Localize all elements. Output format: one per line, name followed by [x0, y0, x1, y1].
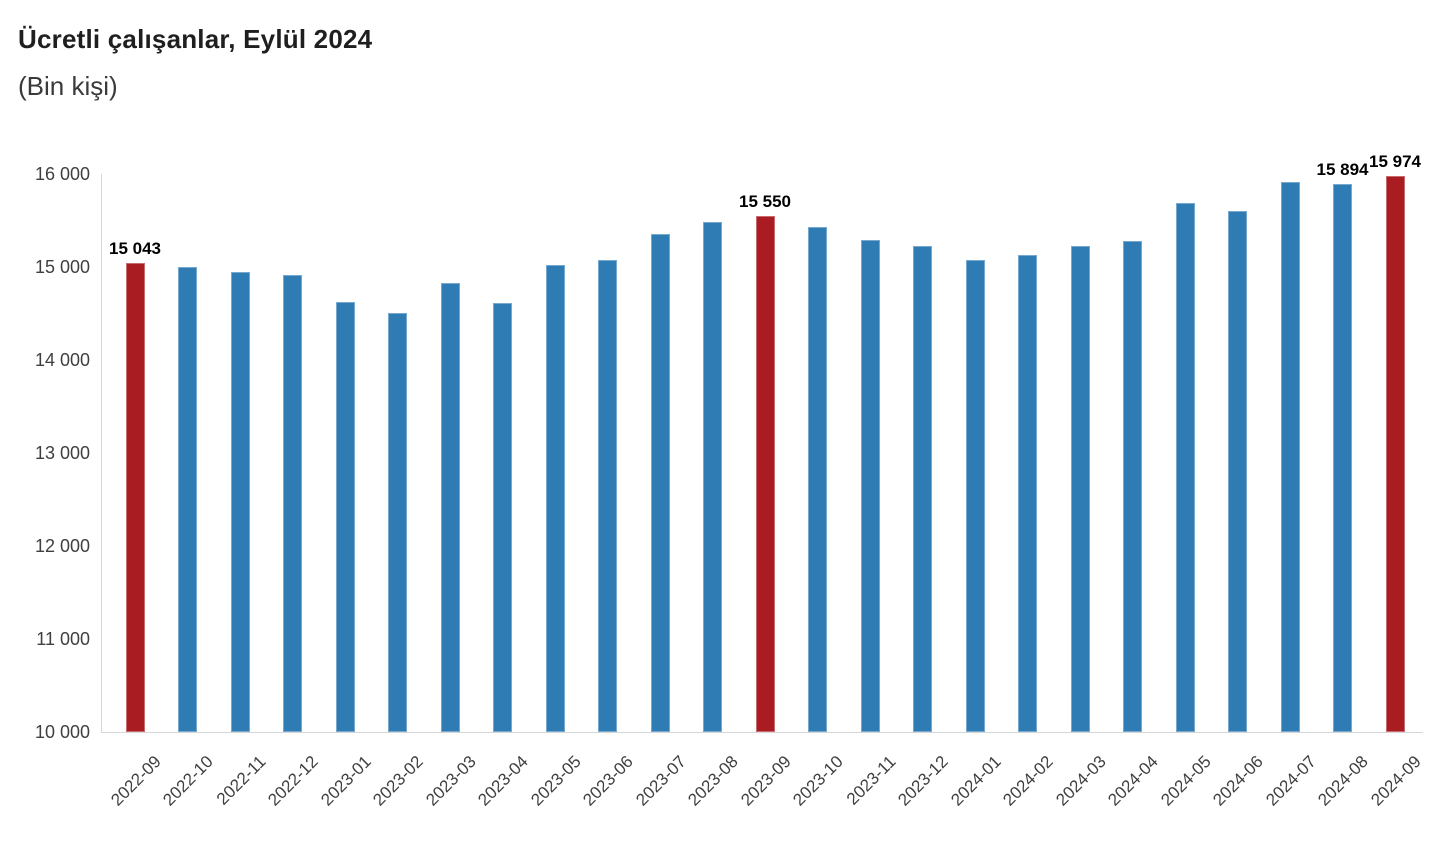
bar-2023-08 [703, 222, 722, 732]
bar-2024-09 [1385, 176, 1405, 732]
bar-2024-06 [1228, 211, 1247, 732]
bar-2023-09 [755, 215, 775, 732]
y-tick-label: 11 000 [36, 629, 90, 649]
x-tick-label: 2024-03 [1051, 752, 1110, 810]
y-tick-label: 14 000 [34, 350, 90, 370]
x-tick-label: 2022-11 [212, 752, 270, 809]
bar-2022-12 [283, 275, 302, 732]
bar-2022-11 [230, 271, 250, 732]
x-tick-label: 2022-12 [264, 752, 322, 810]
x-tick-label: 2024-07 [1261, 752, 1320, 810]
x-tick-label: 2022-10 [159, 752, 217, 810]
x-tick-label: 2023-05 [526, 752, 585, 810]
x-tick-label: 2023-03 [421, 752, 480, 810]
bar-2022-09 [125, 263, 145, 732]
x-tick-label: 2024-04 [1104, 752, 1162, 810]
x-tick-label: 2024-05 [1156, 752, 1215, 810]
y-tick-label: 15 000 [34, 257, 90, 277]
x-tick-label: 2023-08 [684, 752, 742, 810]
x-tick-label: 2023-07 [631, 752, 690, 810]
bar-2023-07 [650, 233, 670, 732]
data-label-2022-09: 15 043 [109, 239, 161, 258]
bar-2023-01 [335, 302, 355, 732]
x-tick-label: 2023-06 [579, 752, 637, 810]
x-tick-label: 2023-02 [369, 752, 427, 810]
bar-2023-06 [598, 260, 617, 732]
x-tick-label: 2022-09 [106, 752, 165, 810]
x-tick-label: 2024-01 [946, 752, 1005, 810]
x-tick-label: 2024-06 [1209, 752, 1267, 810]
x-tick-label: 2024-08 [1314, 752, 1372, 810]
bar-2024-08 [1333, 183, 1352, 732]
data-label-2024-09: 15 974 [1369, 152, 1421, 172]
y-axis-line [101, 174, 102, 732]
bar-2024-01 [965, 259, 985, 732]
x-tick-label: 2023-04 [474, 752, 532, 810]
bar-2024-07 [1280, 182, 1300, 732]
y-tick-label: 10 000 [34, 722, 90, 742]
bar-2023-05 [545, 265, 565, 732]
x-tick-label: 2023-10 [789, 752, 847, 810]
y-tick-label: 16 000 [34, 164, 90, 184]
x-tick-label: 2024-09 [1366, 752, 1425, 810]
data-label-2024-08: 15 894 [1316, 159, 1369, 179]
chart-subtitle: (Bin kişi) [18, 71, 118, 101]
x-tick-label: 2023-11 [842, 752, 900, 809]
bar-2023-02 [388, 312, 407, 732]
y-tick-label: 13 000 [34, 443, 90, 463]
bar-2024-04 [1123, 240, 1142, 732]
bar-2024-05 [1175, 202, 1195, 732]
bar-2023-03 [440, 282, 460, 732]
x-axis-line [101, 732, 1423, 733]
bar-2023-11 [860, 240, 880, 732]
data-label-2023-09: 15 550 [739, 191, 791, 211]
x-tick-label: 2023-01 [316, 752, 375, 810]
x-tick-label: 2024-02 [999, 752, 1057, 810]
y-tick-label: 12 000 [34, 536, 90, 556]
bar-2024-03 [1070, 245, 1090, 732]
x-tick-label: 2023-09 [736, 752, 795, 810]
x-tick-label: 2023-12 [894, 752, 952, 810]
bar-2023-10 [808, 227, 827, 732]
bar-2022-10 [178, 267, 197, 732]
bar-2023-04 [493, 303, 512, 732]
chart-title: Ücretli çalışanlar, Eylül 2024 [18, 24, 373, 54]
bar-2023-12 [913, 245, 932, 732]
bar-2024-02 [1018, 254, 1037, 732]
